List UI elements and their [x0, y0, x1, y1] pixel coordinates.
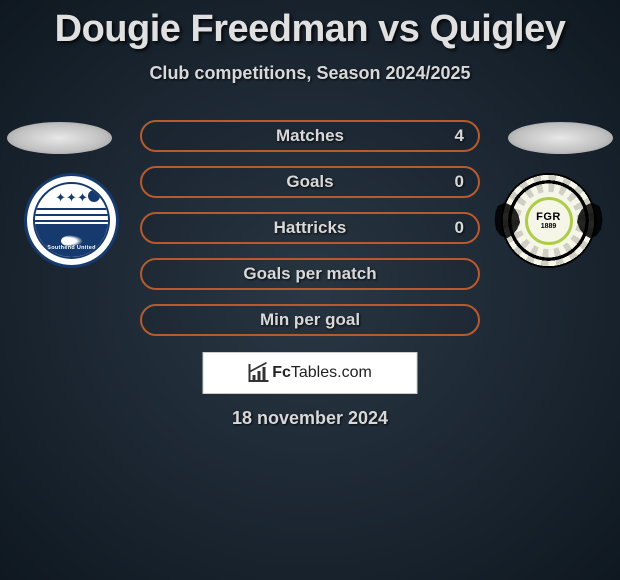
- subtitle: Club competitions, Season 2024/2025: [0, 63, 620, 84]
- stat-value: 0: [455, 218, 464, 238]
- brand-logo: FcTables.com: [203, 352, 418, 394]
- date-label: 18 november 2024: [0, 408, 620, 429]
- page-title: Dougie Freedman vs Quigley: [0, 0, 620, 51]
- stat-row-hattricks: Hattricks 0: [140, 212, 480, 244]
- stat-row-goals-per-match: Goals per match: [140, 258, 480, 290]
- stat-row-matches: Matches 4: [140, 120, 480, 152]
- stat-label: Matches: [276, 126, 344, 146]
- stat-label: Goals per match: [243, 264, 376, 284]
- brand-text: FcTables.com: [272, 364, 372, 382]
- stat-row-goals: Goals 0: [140, 166, 480, 198]
- stat-row-min-per-goal: Min per goal: [140, 304, 480, 336]
- stats-container: Matches 4 Goals 0 Hattricks 0 Goals per …: [0, 120, 620, 350]
- stat-label: Hattricks: [274, 218, 347, 238]
- stat-label: Min per goal: [260, 310, 360, 330]
- chart-icon: [248, 364, 268, 382]
- stat-label: Goals: [286, 172, 333, 192]
- stat-value: 0: [455, 172, 464, 192]
- stat-value: 4: [455, 126, 464, 146]
